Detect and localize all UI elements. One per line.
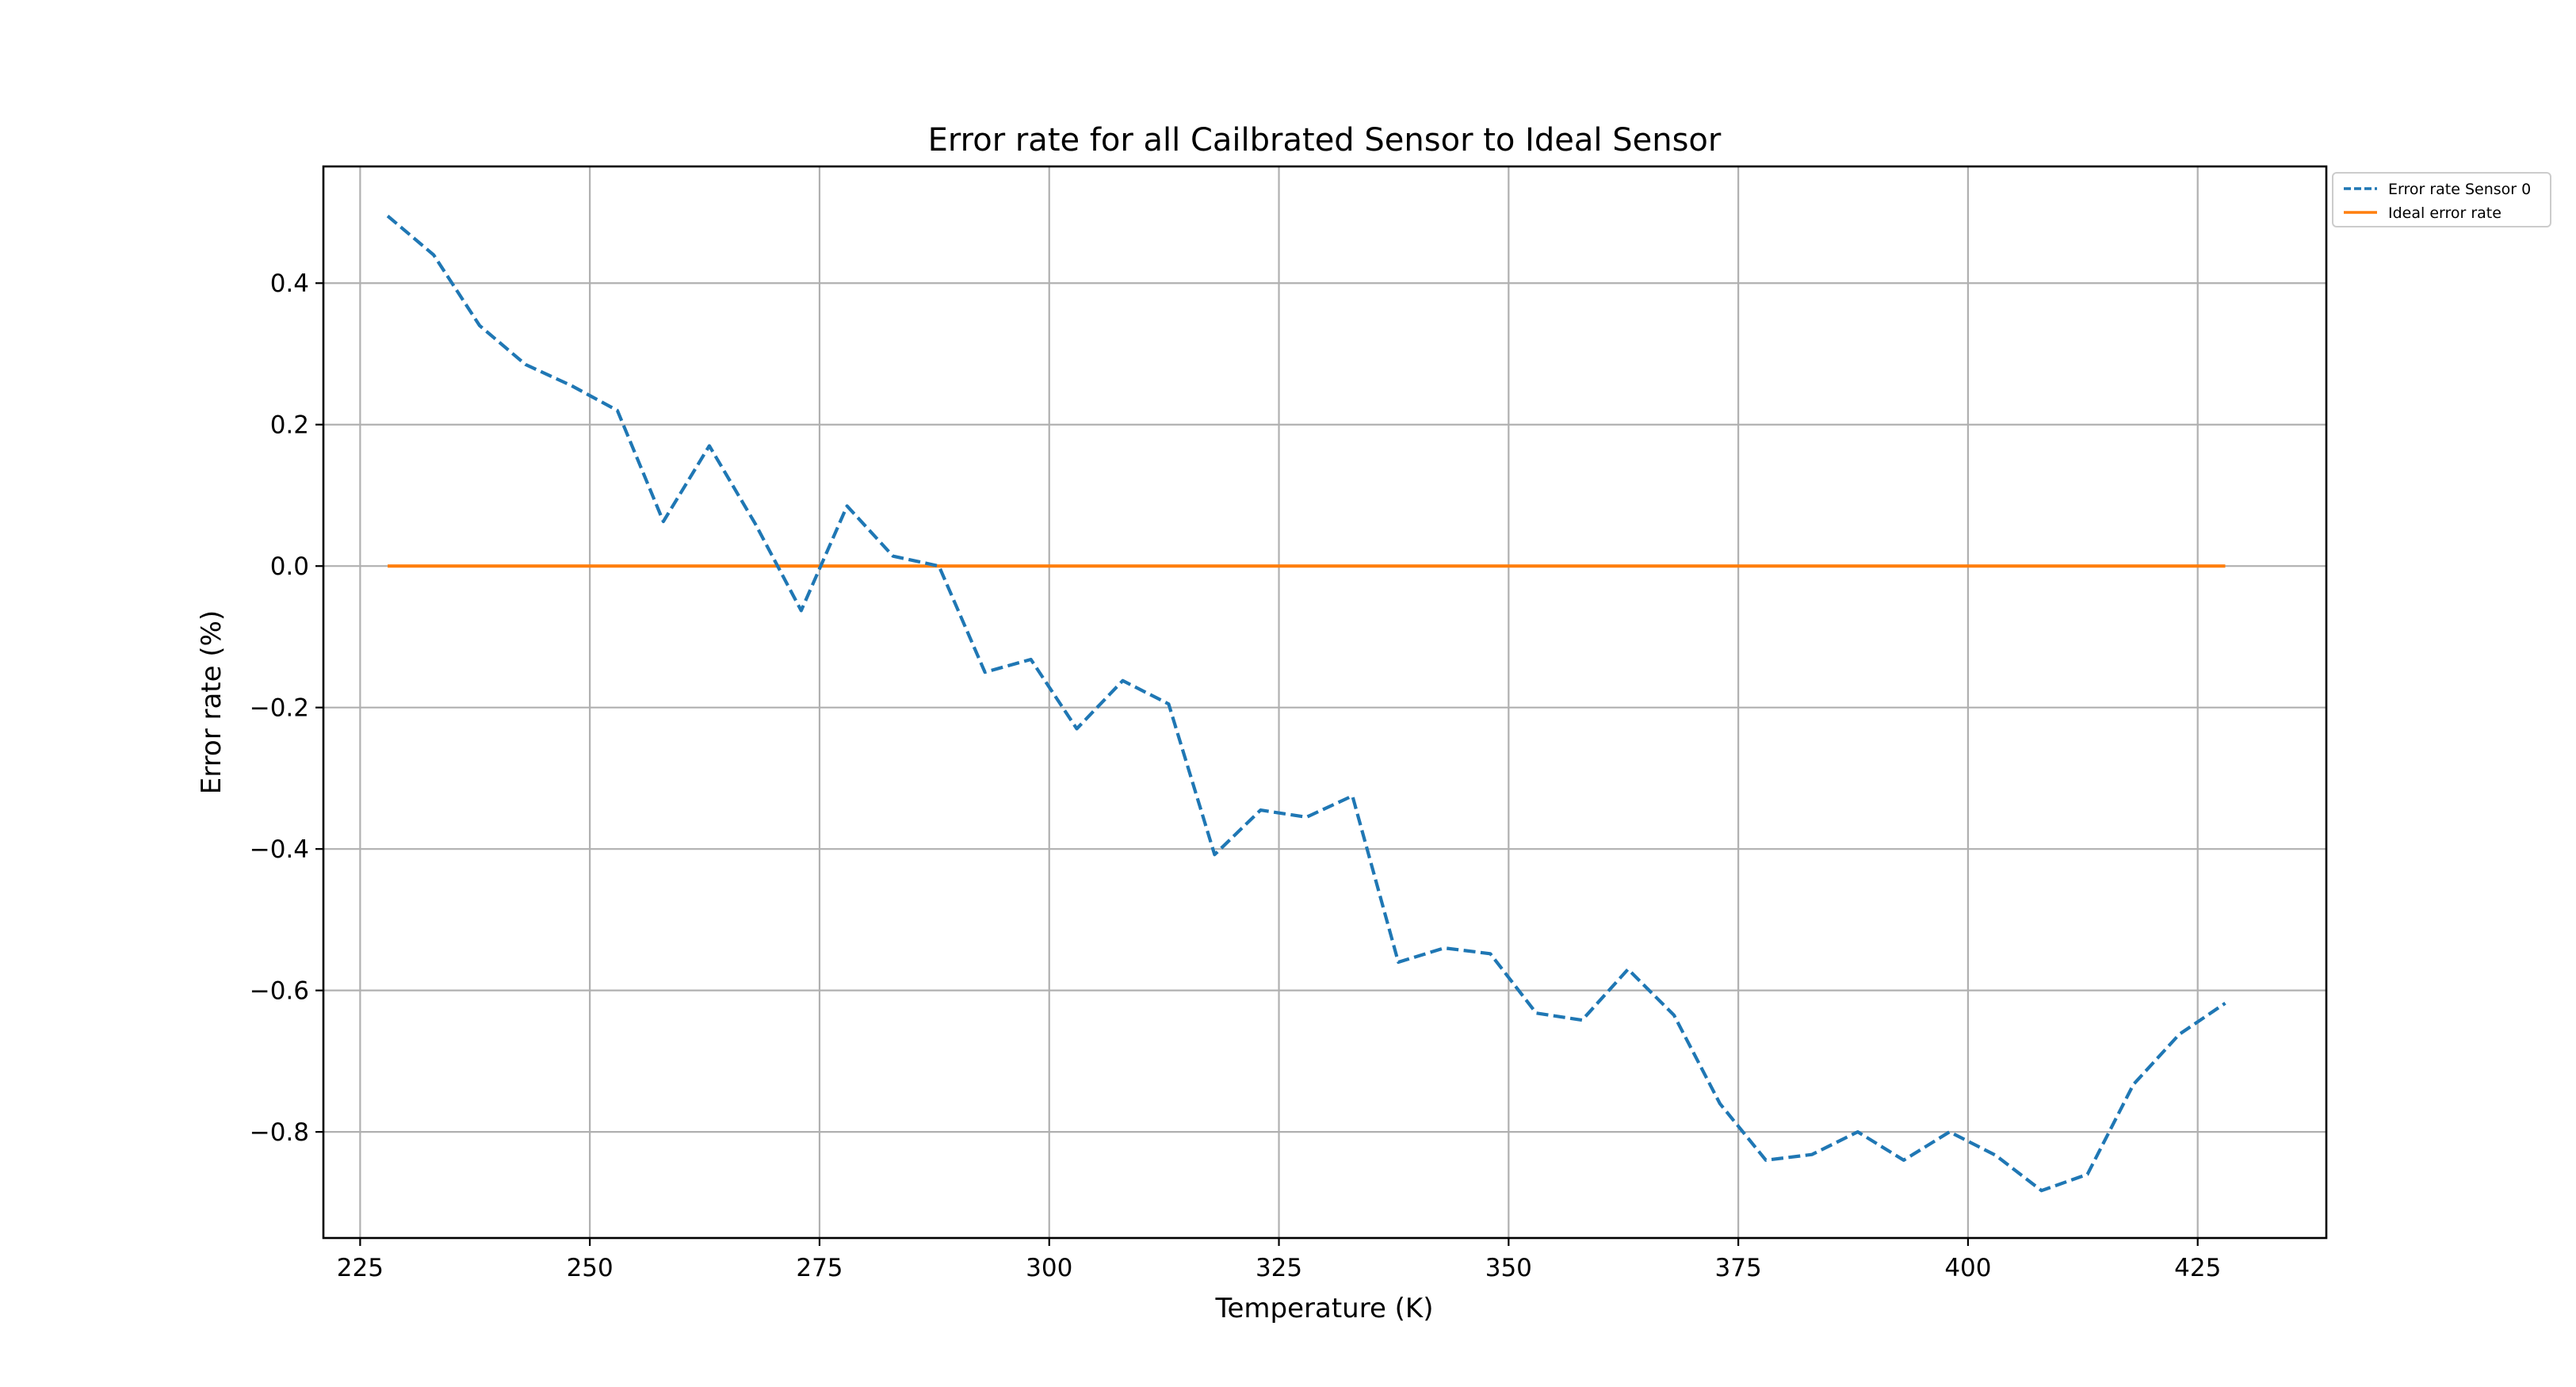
x-tick-label: 425 [2174,1254,2221,1282]
x-tick-label: 250 [567,1254,613,1282]
y-axis-label: Error rate (%) [196,610,227,794]
y-tick-label: 0.2 [270,411,309,440]
x-tick-label: 350 [1485,1254,1532,1282]
legend-box [2332,172,2551,227]
y-tick-label: 0.0 [270,552,309,581]
legend: Error rate Sensor 0 Ideal error rate [2332,172,2551,227]
x-tick-label: 375 [1715,1254,1762,1282]
series-line-error-rate-sensor-0 [386,214,2226,1193]
chart-title: Error rate for all Cailbrated Sensor to … [928,122,1722,159]
series-layer [386,214,2226,1193]
x-tick-label: 325 [1256,1254,1302,1282]
x-tick-label: 275 [796,1254,843,1282]
plot-frame [322,165,2328,1240]
y-axis: −0.8 −0.6 −0.4 −0.2 0.0 0.2 0.4 [250,269,323,1147]
y-tick-label: −0.4 [250,835,309,864]
grid [323,166,2326,1238]
x-tick-label: 300 [1026,1254,1072,1282]
y-tick-label: −0.2 [250,694,309,723]
x-tick-label: 400 [1944,1254,1991,1282]
legend-label-ideal: Ideal error rate [2388,204,2501,222]
y-tick-label: −0.6 [250,977,309,1006]
x-axis-label: Temperature (K) [1214,1293,1433,1324]
x-axis: 225 250 275 300 325 350 375 400 425 [337,1238,2221,1282]
y-tick-label: −0.8 [250,1118,309,1147]
x-tick-label: 225 [337,1254,384,1282]
legend-label-sensor-0: Error rate Sensor 0 [2388,181,2531,198]
y-tick-label: 0.4 [270,269,309,298]
